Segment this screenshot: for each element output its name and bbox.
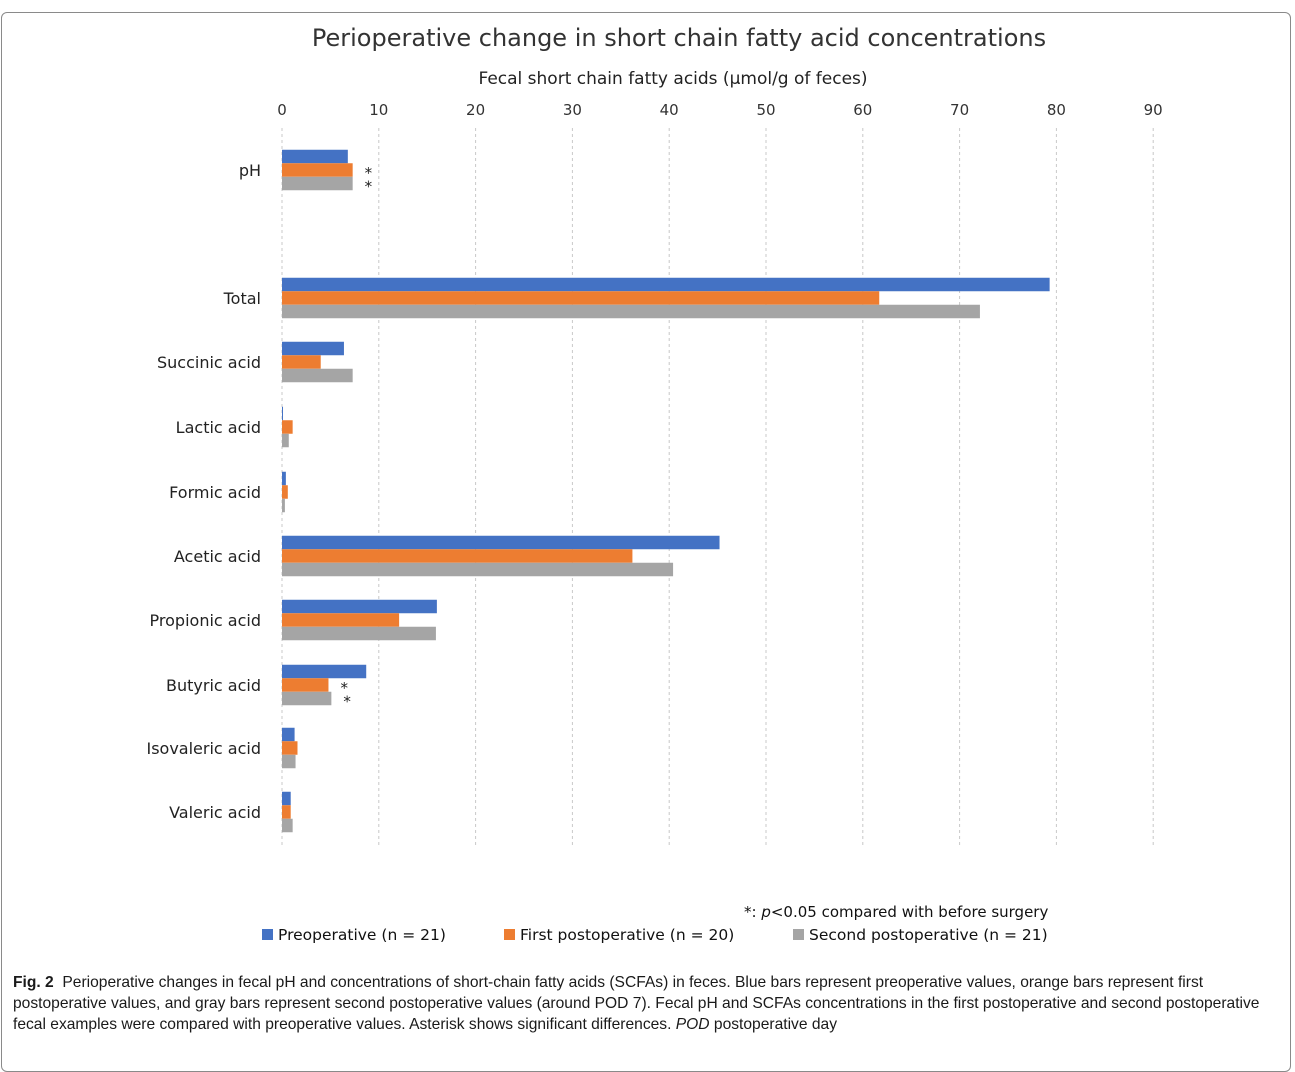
gridlines (281, 128, 1154, 847)
bar-formic-acid-2 (282, 485, 288, 499)
bar-ph-3 (282, 176, 353, 191)
legend: Preoperative (n = 21) First postoperative… (262, 926, 1048, 944)
x-tick-60: 60 (853, 101, 872, 119)
bar-acetic-acid-2 (282, 549, 633, 563)
bar-valeric-acid-2 (282, 805, 291, 819)
x-tick-labels: 0 10 20 30 40 50 60 70 80 90 (277, 101, 1163, 119)
bar-lactic-acid-3 (282, 433, 289, 448)
bar-lactic-acid-1 (282, 406, 283, 421)
bar-succinic-acid-3 (282, 368, 353, 383)
caption-abbr: POD (675, 1016, 710, 1033)
x-tick-30: 30 (563, 101, 582, 119)
bar-total-3 (282, 304, 980, 319)
x-tick-50: 50 (756, 101, 775, 119)
x-tick-10: 10 (369, 101, 388, 119)
x-tick-80: 80 (1047, 101, 1066, 119)
bar-lactic-acid-2 (282, 420, 293, 434)
category-labels: pH Total Succinic acid Lactic acid Formic ac… (146, 161, 261, 822)
bar-acetic-acid-1 (282, 535, 720, 550)
significance-star: * (340, 679, 348, 697)
bar-propionic-acid-3 (282, 626, 436, 641)
caption-text: Perioperative changes in fecal pH and co… (13, 974, 1260, 1033)
bar-propionic-acid-1 (282, 599, 437, 614)
significance-star: * (343, 693, 351, 711)
x-tick-20: 20 (466, 101, 485, 119)
category-label: Butyric acid (166, 676, 261, 695)
caption-abbr-def: postoperative day (709, 1016, 837, 1033)
bar-total-1 (282, 277, 1050, 292)
bar-ph-2 (282, 163, 353, 177)
bar-succinic-acid-2 (282, 355, 321, 369)
category-label: Valeric acid (169, 803, 261, 822)
category-label: pH (239, 161, 261, 180)
bar-isovaleric-acid-3 (282, 754, 296, 769)
category-label: Lactic acid (176, 418, 261, 437)
bar-butyric-acid-2 (282, 678, 329, 692)
bar-butyric-acid-3 (282, 691, 332, 706)
significance-star: * (365, 164, 373, 182)
x-axis-label: Fecal short chain fatty acids (µmol/g of… (478, 69, 867, 89)
significance-note: *: p<0.05 compared with before surgery (744, 903, 1048, 921)
legend-swatch-1 (262, 929, 273, 940)
legend-swatch-2 (504, 929, 515, 940)
bar-valeric-acid-3 (282, 818, 293, 833)
x-tick-70: 70 (950, 101, 969, 119)
bar-acetic-acid-3 (282, 562, 674, 577)
x-tick-90: 90 (1144, 101, 1163, 119)
category-label: Total (223, 289, 261, 308)
bar-formic-acid-3 (282, 498, 285, 513)
legend-swatch-3 (793, 929, 804, 940)
legend-label-2: First postoperative (n = 20) (520, 926, 734, 944)
legend-label-3: Second postoperative (n = 21) (809, 926, 1048, 944)
bars (282, 149, 1050, 833)
caption-label: Fig. 2 (13, 974, 54, 991)
bar-succinic-acid-1 (282, 341, 344, 356)
category-label: Formic acid (169, 483, 261, 502)
bar-valeric-acid-1 (282, 791, 291, 806)
x-tick-40: 40 (660, 101, 679, 119)
bar-formic-acid-1 (282, 471, 286, 486)
bar-butyric-acid-1 (282, 664, 367, 679)
chart: Perioperative change in short chain fatt… (146, 24, 1163, 944)
bar-isovaleric-acid-1 (282, 727, 295, 742)
chart-title: Perioperative change in short chain fatt… (312, 24, 1046, 52)
category-label: Propionic acid (150, 611, 261, 630)
x-tick-0: 0 (277, 101, 287, 119)
significance-marks: **** (340, 164, 372, 711)
bar-ph-1 (282, 149, 348, 164)
category-label: Acetic acid (174, 547, 261, 566)
category-label: Succinic acid (157, 353, 261, 372)
significance-star: * (365, 178, 373, 196)
bar-propionic-acid-2 (282, 613, 400, 627)
legend-label-1: Preoperative (n = 21) (278, 926, 446, 944)
bar-isovaleric-acid-2 (282, 741, 298, 755)
figure-caption: Fig. 2 Perioperative changes in fecal pH… (13, 972, 1275, 1035)
category-label: Isovaleric acid (146, 739, 261, 758)
bar-total-2 (282, 291, 880, 305)
